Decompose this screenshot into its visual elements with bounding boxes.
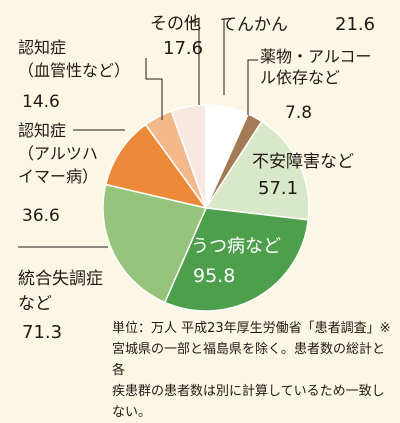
pie-slice: [163, 207, 310, 312]
slice-label: （アルツハ: [18, 144, 98, 163]
slice-label: （血管性など）: [18, 61, 130, 80]
slice-label: 統合失調症: [18, 269, 103, 289]
slice-value: 21.6: [335, 14, 375, 35]
leader-line: [145, 58, 163, 120]
slice-value: 14.6: [22, 92, 60, 112]
slice-value: 71.3: [22, 322, 62, 343]
slice-value: 95.8: [193, 265, 235, 287]
slice-label: など: [18, 294, 52, 314]
slice-label: 認知症: [18, 38, 66, 57]
slice-label: 不安障害など: [252, 152, 354, 172]
slice-label: その他: [150, 14, 201, 34]
slice-label: てんかん: [220, 15, 288, 35]
pie-slice: [104, 123, 208, 210]
slice-label: うつ病など: [191, 236, 281, 257]
slice-value: 7.8: [285, 103, 312, 123]
slice-value: 57.1: [258, 178, 298, 199]
slice-label: 認知症: [18, 121, 66, 140]
slice-label: イマー病）: [18, 167, 98, 186]
slice-label: ル依存など: [260, 68, 340, 87]
chart-note: 単位：万人 平成23年厚生労働省「患者調査」※ 宮城県の一部と福島県を除く。患者…: [112, 321, 391, 420]
slice-value: 17.6: [163, 38, 203, 59]
pie-slice: [102, 183, 208, 304]
leader-line: [189, 21, 200, 105]
slice-label: 薬物・アルコー: [260, 47, 372, 66]
pie-slice: [170, 104, 207, 209]
leader-line: [247, 59, 258, 115]
slice-value: 36.6: [22, 206, 60, 226]
pie-slice: [204, 120, 310, 221]
